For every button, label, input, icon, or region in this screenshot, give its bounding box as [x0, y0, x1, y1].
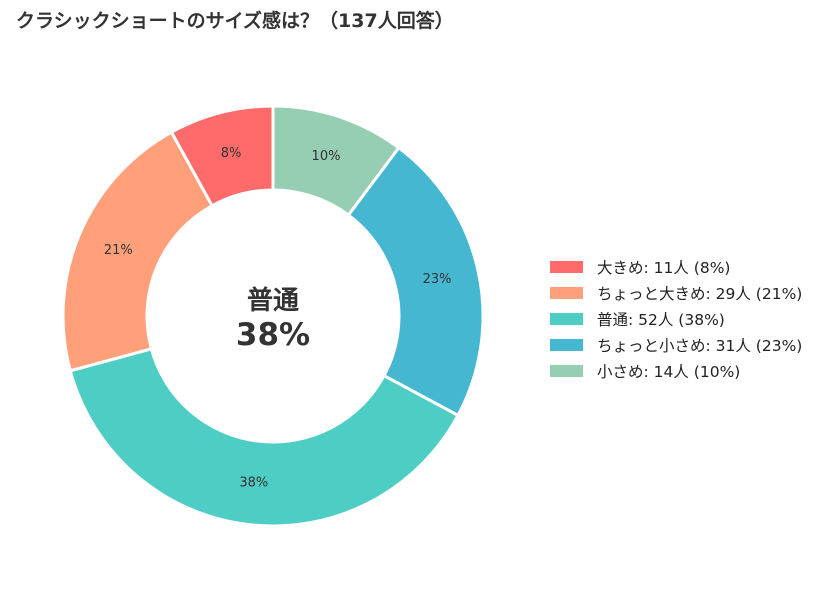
center-label: 普通	[247, 285, 299, 316]
donut-slice	[346, 145, 485, 418]
legend-swatch	[550, 287, 583, 299]
legend-item: ちょっと大きめ: 29人 (21%)	[550, 280, 802, 306]
donut-slice	[169, 104, 275, 208]
legend-swatch	[550, 261, 583, 273]
legend-item: 小さめ: 14人 (10%)	[550, 358, 802, 384]
slice-labels: 10% 23% 38% 21% 8%	[104, 146, 452, 491]
slice-percent-label: 10%	[312, 149, 341, 164]
legend-item: 大きめ: 11人 (8%)	[550, 254, 802, 280]
legend-label: ちょっと大きめ: 29人 (21%)	[597, 285, 803, 303]
legend-item: ちょっと小さめ: 31人 (23%)	[550, 332, 802, 358]
legend-swatch	[550, 313, 583, 325]
legend: 大きめ: 11人 (8%) ちょっと大きめ: 29人 (21%) 普通: 52人…	[550, 254, 802, 384]
donut-slice	[68, 347, 461, 528]
legend-item: 普通: 52人 (38%)	[550, 306, 802, 332]
legend-swatch	[550, 339, 583, 351]
slice-percent-label: 8%	[221, 146, 242, 161]
legend-label: 普通: 52人 (38%)	[597, 311, 725, 329]
chart-title: クラシックショートのサイズ感は？（137人回答）	[16, 10, 454, 32]
slice-percent-label: 21%	[104, 243, 133, 258]
donut-slice	[61, 130, 215, 373]
legend-label: 小さめ: 14人 (10%)	[597, 363, 741, 381]
slice-percent-label: 23%	[423, 272, 452, 287]
slice-percent-label: 38%	[239, 475, 268, 490]
center-value: 38%	[236, 317, 310, 353]
legend-swatch	[550, 365, 583, 377]
donut-slices	[61, 104, 485, 528]
legend-label: ちょっと小さめ: 31人 (23%)	[597, 337, 803, 355]
legend-label: 大きめ: 11人 (8%)	[597, 259, 731, 277]
